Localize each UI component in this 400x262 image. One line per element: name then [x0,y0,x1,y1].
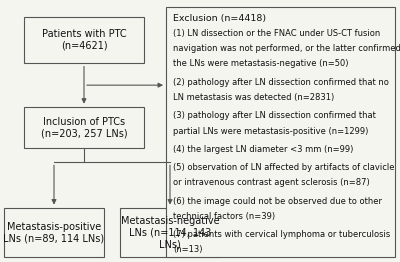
Text: the LNs were metastasis-negative (n=50): the LNs were metastasis-negative (n=50) [173,59,349,68]
Text: navigation was not performed, or the latter confirmed: navigation was not performed, or the lat… [173,44,400,53]
Text: Metastasis-negative
LNs (n=114, 143
LNs): Metastasis-negative LNs (n=114, 143 LNs) [121,216,219,249]
Text: (7) patients with cervical lymphoma or tuberculosis: (7) patients with cervical lymphoma or t… [173,230,390,239]
Text: LN metastasis was detected (n=2831): LN metastasis was detected (n=2831) [173,93,334,102]
FancyBboxPatch shape [24,107,144,148]
Text: (3) pathology after LN dissection confirmed that: (3) pathology after LN dissection confir… [173,111,376,120]
Text: (6) the image could not be observed due to other: (6) the image could not be observed due … [173,197,382,206]
Text: technical factors (n=39): technical factors (n=39) [173,212,275,221]
Text: (1) LN dissection or the FNAC under US-CT fusion: (1) LN dissection or the FNAC under US-C… [173,29,380,38]
FancyBboxPatch shape [166,7,395,257]
Text: Patients with PTC
(n=4621): Patients with PTC (n=4621) [42,29,126,51]
Text: Exclusion (n=4418): Exclusion (n=4418) [173,14,266,23]
Text: (5) observation of LN affected by artifacts of clavicle: (5) observation of LN affected by artifa… [173,163,395,172]
Text: (2) pathology after LN dissection confirmed that no: (2) pathology after LN dissection confir… [173,78,389,87]
Text: or intravenous contrast agent sclerosis (n=87): or intravenous contrast agent sclerosis … [173,178,370,187]
FancyBboxPatch shape [120,208,220,257]
Text: Metastasis-positive
LNs (n=89, 114 LNs): Metastasis-positive LNs (n=89, 114 LNs) [4,222,104,243]
Text: Inclusion of PTCs
(n=203, 257 LNs): Inclusion of PTCs (n=203, 257 LNs) [41,117,127,139]
FancyBboxPatch shape [24,17,144,63]
Text: partial LNs were metastasis-positive (n=1299): partial LNs were metastasis-positive (n=… [173,127,368,135]
Text: (4) the largest LN diameter <3 mm (n=99): (4) the largest LN diameter <3 mm (n=99) [173,145,354,154]
FancyBboxPatch shape [4,208,104,257]
Text: (n=13): (n=13) [173,245,203,254]
